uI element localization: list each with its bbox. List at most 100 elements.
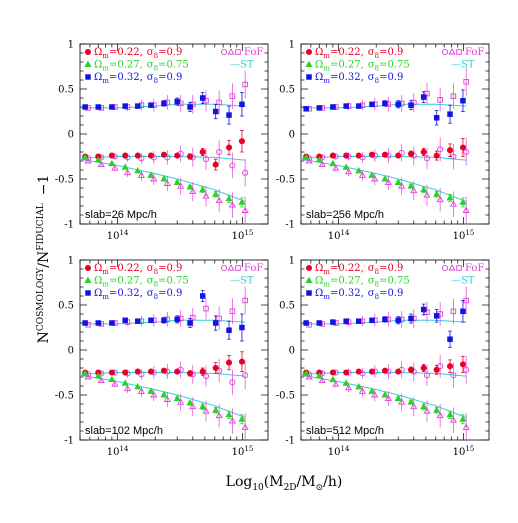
data-point <box>174 98 180 105</box>
fof-legend-marker <box>456 49 462 55</box>
x-tick-label: 1015 <box>453 229 475 242</box>
fof-point <box>215 196 223 204</box>
legend-entry-part: =0.22, <box>330 47 364 58</box>
x-tick-label-exp: 15 <box>244 445 253 453</box>
data-point <box>395 152 402 159</box>
legend-entry-part: =0.9 <box>158 288 182 299</box>
data-point <box>148 102 154 108</box>
legend-entry-part: m <box>102 281 109 289</box>
fof-legend-marker <box>227 264 235 271</box>
x-tick-label: 1014 <box>328 229 350 242</box>
x-tick-label-exp: 14 <box>341 229 350 237</box>
data-point <box>226 327 232 333</box>
y-tick-label: -1 <box>285 220 295 231</box>
data-point <box>212 161 219 168</box>
fof-point <box>449 200 457 207</box>
data-point <box>121 163 129 170</box>
fof-point <box>84 373 92 380</box>
fof-point <box>228 201 236 208</box>
legend-entry-part: 8 <box>154 293 158 301</box>
fof-point <box>202 407 210 414</box>
data-point <box>343 152 350 159</box>
panel-label: slab=102 Mpc/h <box>85 425 163 437</box>
data-point <box>433 366 440 373</box>
data-point <box>199 293 206 299</box>
data-point <box>109 320 115 326</box>
fof-point <box>462 423 470 430</box>
fof-point <box>318 160 326 168</box>
data-point <box>225 144 233 151</box>
legend-marker <box>305 60 313 67</box>
fof-legend-marker <box>235 265 241 271</box>
legend-entry: Ωm=0.27, σ8=0.75 <box>315 60 410 73</box>
data-point <box>381 391 389 398</box>
y-tick-label: 1 <box>289 40 295 51</box>
legend-entry-part: σ <box>147 47 154 58</box>
data-point <box>134 166 142 174</box>
data-point <box>173 178 181 186</box>
fof-point <box>242 372 249 379</box>
data-point <box>330 104 336 110</box>
legend-marker <box>85 290 91 296</box>
fof-point <box>398 182 406 189</box>
x-tick-label-base: 10 <box>328 231 341 242</box>
data-point <box>343 318 349 324</box>
legend-entry-part: 8 <box>154 77 158 85</box>
panel-label: slab=256 Mpc/h <box>306 209 384 221</box>
fof-legend-marker <box>227 48 235 55</box>
data-point <box>94 156 102 163</box>
fof-point <box>163 395 171 402</box>
fof-point <box>437 97 443 103</box>
fof-legend-label: FoF <box>465 263 484 274</box>
data-point <box>395 317 401 324</box>
st-legend-label: —ST <box>230 276 254 287</box>
fof-point <box>137 387 145 394</box>
legend-entry: Ωm=0.32, σ8=0.9 <box>315 72 403 85</box>
data-point <box>134 382 142 390</box>
data-point <box>135 103 141 109</box>
data-point <box>303 106 309 112</box>
data-point <box>302 369 310 376</box>
x-tick-label-exp: 15 <box>465 445 474 453</box>
data-point <box>394 394 402 402</box>
fof-point <box>462 206 470 213</box>
y-tick-label: -1 <box>285 436 295 447</box>
fof-point <box>189 402 197 410</box>
data-point <box>186 370 194 377</box>
data-point <box>355 368 362 375</box>
fof-point <box>423 407 431 414</box>
data-point <box>212 190 220 197</box>
data-point <box>355 152 362 159</box>
fof-point <box>84 157 92 164</box>
data-point <box>420 402 428 410</box>
legend-entry-part: m <box>323 77 330 85</box>
x-tick-label-exp: 15 <box>244 229 253 237</box>
data-point <box>342 163 350 170</box>
y-axis-title-part: −1 <box>36 175 52 196</box>
data-point <box>381 367 388 374</box>
data-point <box>447 111 453 117</box>
data-point <box>407 366 415 373</box>
fof-legend-marker <box>235 49 241 55</box>
fof-point <box>344 167 353 175</box>
data-point <box>407 182 415 189</box>
data-point <box>446 147 454 154</box>
fof-point <box>332 380 340 387</box>
legend-entry-part: =0.32, <box>330 72 364 83</box>
panel-label: slab=26 Mpc/h <box>85 209 157 221</box>
fof-point <box>463 366 470 373</box>
data-point <box>407 398 415 405</box>
data-point <box>382 100 388 107</box>
fof-point <box>229 162 236 169</box>
y-tick-label: 0.5 <box>279 301 295 312</box>
fof-point <box>202 156 210 163</box>
fof-point <box>437 146 444 153</box>
legend-marker <box>305 48 313 56</box>
fof-point <box>436 195 444 203</box>
data-point <box>355 382 363 390</box>
fof-point <box>463 148 470 156</box>
data-point <box>408 102 414 108</box>
